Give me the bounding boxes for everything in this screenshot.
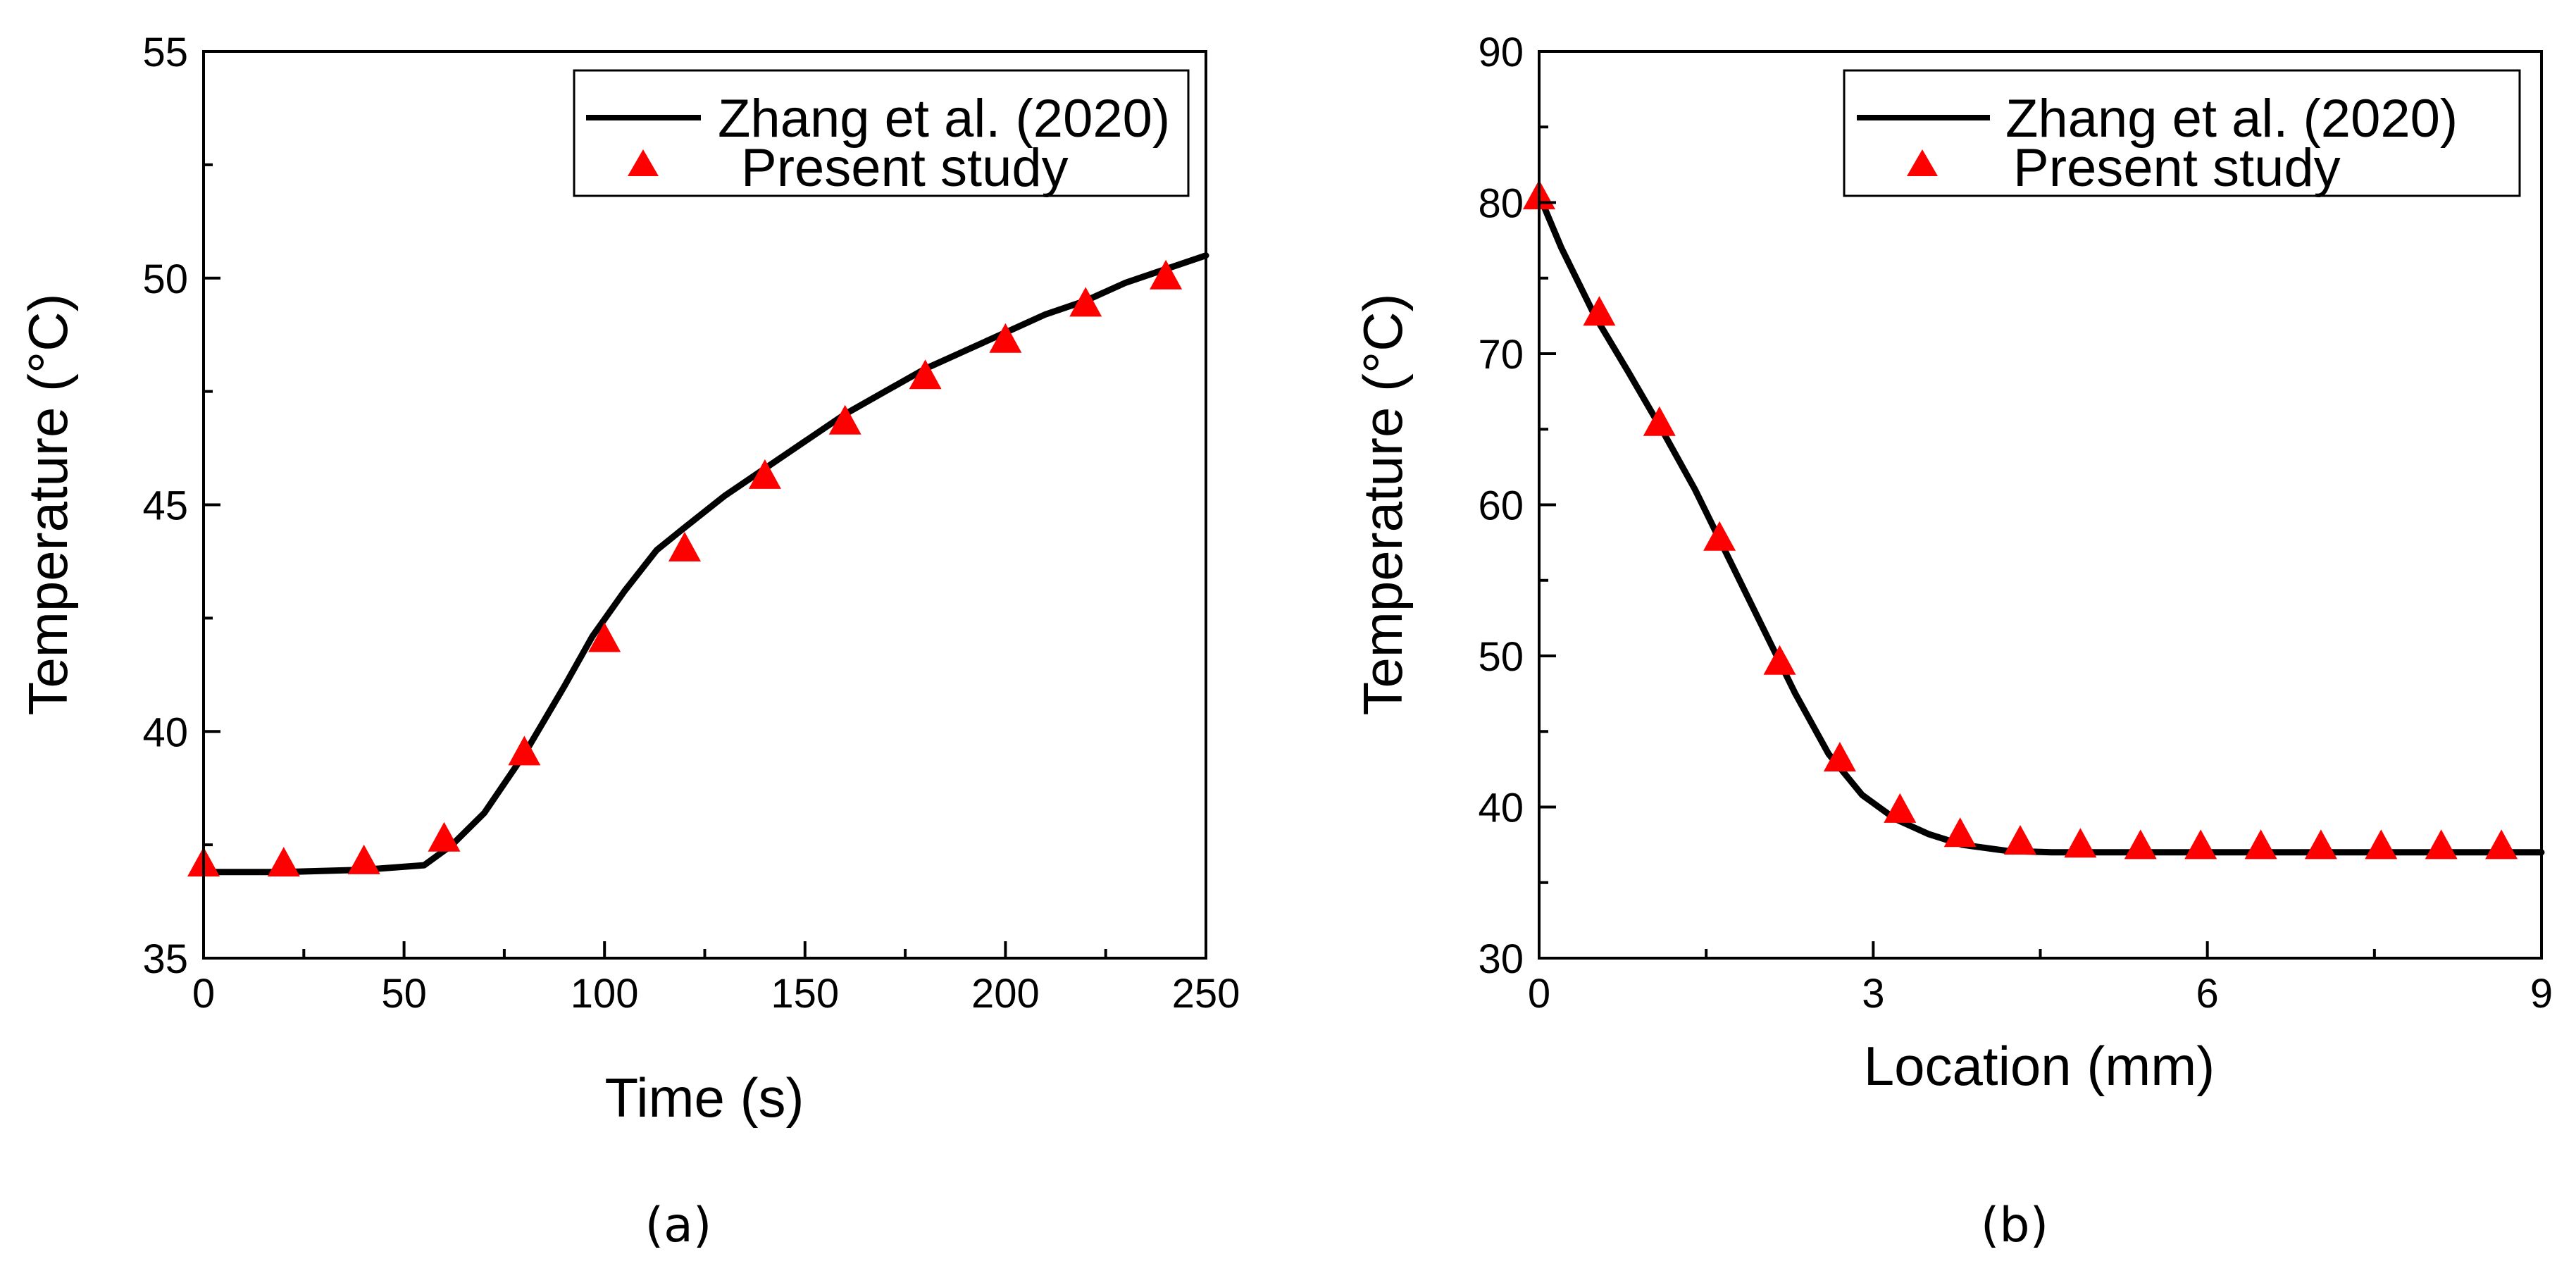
x-tick-label-b-3: 9 [2530,971,2553,1017]
y-tick-label-a-4: 55 [142,30,188,75]
y-tick-label-b-2: 50 [1478,634,1524,680]
series-layer-a [187,252,1209,877]
legend-marker-swatch-b [1907,149,1938,176]
plot-area-b: 0 3 6 9 30 40 50 60 70 80 90 [1478,30,2553,1017]
data-point-b-9 [2064,828,2097,858]
y-tick-label-b-5: 80 [1478,181,1524,227]
x-tick-label-b-2: 6 [2196,971,2219,1017]
legend-label-marker-a: Present study [741,138,1069,198]
data-point-b-2 [1643,406,1676,436]
y-tick-label-b-4: 70 [1478,332,1524,378]
legend-b: Zhang et al. (2020) Present study [1843,69,2521,198]
data-point-b-10 [2124,829,2157,860]
y-tick-label-a-1: 40 [142,709,188,755]
data-point-b-8 [2004,825,2036,855]
data-point-b-7 [1943,817,1977,848]
series-line-b-zhang [1536,192,2545,856]
data-point-b-5 [1823,742,1856,771]
y-tick-label-b-3: 60 [1478,483,1524,529]
data-point-b-3 [1703,521,1736,551]
x-tick-label-a-4: 200 [971,971,1040,1017]
x-tick-label-b-0: 0 [1528,971,1550,1017]
y-tick-label-a-2: 45 [142,483,188,529]
y-tick-label-a-3: 50 [142,256,188,302]
panel-label-b: (b) [1981,1198,2048,1253]
y-tick-label-b-0: 30 [1478,936,1524,982]
data-point-b-15 [2425,829,2458,860]
x-axis-title-a: Time (s) [604,1067,804,1129]
data-point-a-9 [909,359,942,390]
y-tick-label-a-0: 35 [142,936,188,982]
data-point-b-16 [2485,829,2518,860]
x-axis-title-b: Location (mm) [1864,1035,2215,1097]
chart-panel-b: 0 3 6 9 30 40 50 60 70 80 90 Zhang et al. (2020) P… [1352,30,2553,1253]
chart-panel-a: 0 50 100 150 200 250 35 40 45 50 55 Zhang et al. (… [17,30,1240,1253]
ticks-layer-a: 0 50 100 150 200 250 35 40 45 50 55 [142,30,1240,1017]
data-point-a-4 [508,736,541,766]
data-point-a-5 [588,622,621,652]
data-point-b-1 [1583,296,1616,326]
x-tick-label-a-1: 50 [381,971,427,1017]
x-tick-label-a-3: 150 [771,971,839,1017]
data-point-a-11 [1069,287,1102,317]
data-point-a-3 [428,821,461,852]
data-point-b-6 [1884,793,1917,823]
legend-label-line-a: Zhang et al. (2020) [718,89,1170,149]
panel-label-a: (a) [645,1198,712,1253]
y-axis-title-a: Temperature (°C) [17,293,79,715]
data-point-a-12 [1150,259,1183,290]
x-tick-label-a-0: 0 [192,971,215,1017]
x-tick-label-b-1: 3 [1862,971,1884,1017]
plot-area-a: 0 50 100 150 200 250 35 40 45 50 55 [142,30,1240,1017]
x-tick-label-a-2: 100 [571,971,639,1017]
data-point-a-1 [267,847,300,877]
y-tick-label-b-1: 40 [1478,786,1524,831]
legend-label-marker-b: Present study [2013,138,2341,198]
ticks-layer-b: 0 3 6 9 30 40 50 60 70 80 90 [1478,30,2553,1017]
series-layer-b [1523,180,2545,860]
data-point-b-11 [2184,829,2217,860]
legend-a: Zhang et al. (2020) Present study [573,69,1190,198]
y-axis-title-b: Temperature (°C) [1352,293,1414,715]
data-point-b-13 [2304,829,2337,860]
data-point-b-14 [2365,829,2398,860]
data-point-a-6 [668,531,701,562]
y-tick-label-b-6: 90 [1478,30,1524,75]
data-point-b-12 [2244,829,2277,860]
data-point-a-2 [347,844,380,874]
legend-box-a [573,69,1190,197]
data-point-b-4 [1763,645,1796,675]
legend-label-line-b: Zhang et al. (2020) [2005,89,2458,149]
data-point-a-10 [989,323,1022,353]
data-point-a-8 [828,404,861,435]
legend-marker-swatch-a [628,149,659,176]
data-point-a-7 [748,459,781,489]
legend-box-b [1843,69,2521,197]
x-tick-label-a-5: 250 [1172,971,1240,1017]
